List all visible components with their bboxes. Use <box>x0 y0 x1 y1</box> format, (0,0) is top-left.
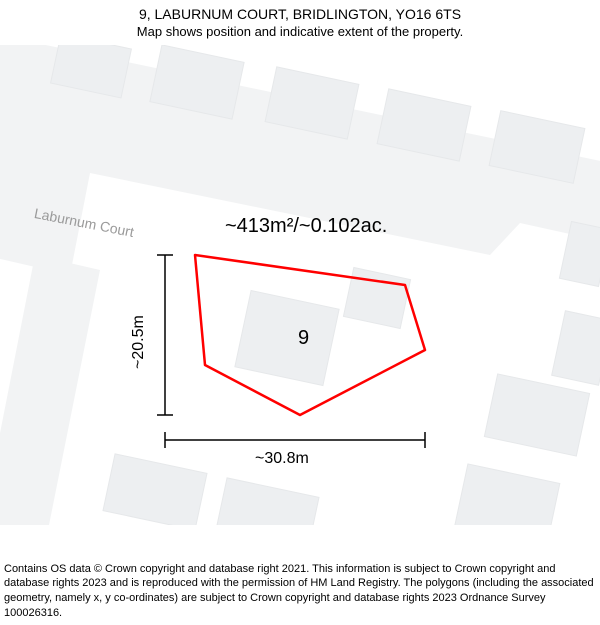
plot-number: 9 <box>298 327 309 350</box>
width-label: ~30.8m <box>255 450 309 468</box>
footer-text: Contains OS data © Crown copyright and d… <box>4 562 596 621</box>
height-label: ~20.5m <box>130 315 148 369</box>
page: 9, LABURNUM COURT, BRIDLINGTON, YO16 6TS… <box>0 0 600 625</box>
page-title: 9, LABURNUM COURT, BRIDLINGTON, YO16 6TS <box>0 6 600 22</box>
map: ~413m²/~0.102ac. 9 ~30.8m ~20.5m Laburnu… <box>0 45 600 525</box>
page-subtitle: Map shows position and indicative extent… <box>0 24 600 39</box>
area-label: ~413m²/~0.102ac. <box>225 215 387 238</box>
